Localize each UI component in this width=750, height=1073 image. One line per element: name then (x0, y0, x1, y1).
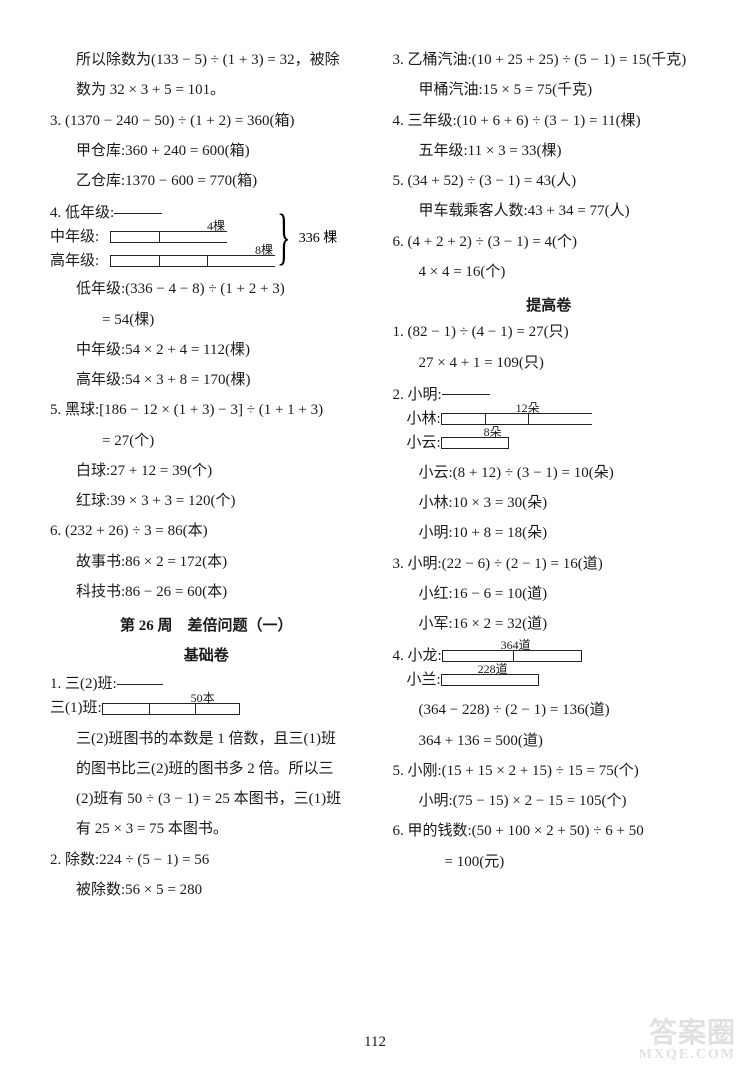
bar-segment: 364道 (442, 650, 582, 662)
diagram-row: 三(1)班: 50本 (50, 697, 363, 721)
section-heading: 提高卷 (393, 296, 706, 316)
diagram-label: 1. 三(2)班: (50, 673, 117, 696)
text-line: 6. (4 + 2 + 2) ÷ (3 − 1) = 4(个) (393, 232, 706, 252)
bar-segment (117, 684, 163, 685)
text-line: 五年级:11 × 3 = 33(棵) (393, 141, 706, 161)
text-line: (2)班有 50 ÷ (3 − 1) = 25 本图书，三(1)班 (50, 789, 363, 809)
diagram-label: 小兰: (407, 669, 441, 692)
diagram-label: 4. 小龙: (393, 645, 442, 668)
text-line: 红球:39 × 3 + 3 = 120(个) (50, 491, 363, 511)
text-line: = 54(棵) (50, 310, 363, 330)
columns: 所以除数为(133 − 5) ÷ (1 + 3) = 32，被除 数为 32 ×… (50, 50, 705, 1005)
brace-label: 336 棵 (299, 227, 338, 247)
text-line: 高年级:54 × 3 + 8 = 170(棵) (50, 370, 363, 390)
bar-value-label: 228道 (478, 660, 508, 678)
text-line: 小明:10 + 8 = 18(朵) (393, 523, 706, 543)
text-line: 白球:27 + 12 = 39(个) (50, 461, 363, 481)
page-number: 112 (0, 1034, 750, 1051)
diagram-label: 小林: (407, 408, 441, 431)
text-line: 小红:16 − 6 = 10(道) (393, 584, 706, 604)
bar-segment (110, 231, 206, 243)
bar-value-label: 8棵 (255, 241, 273, 259)
text-line: 4. 三年级:(10 + 6 + 6) ÷ (3 − 1) = 11(棵) (393, 111, 706, 131)
bar-segment (114, 213, 162, 214)
text-line: 所以除数为(133 − 5) ÷ (1 + 3) = 32，被除 (50, 50, 363, 70)
text-line: 中年级:54 × 2 + 4 = 112(棵) (50, 340, 363, 360)
text-line: 1. (82 − 1) ÷ (4 − 1) = 27(只) (393, 322, 706, 342)
bar-extension: 8棵 (253, 255, 275, 267)
diagram-label: 2. 小明: (393, 384, 442, 407)
text-line: 小林:10 × 3 = 30(朵) (393, 493, 706, 513)
text-line: 小军:16 × 2 = 32(道) (393, 614, 706, 634)
text-line: 3. 乙桶汽油:(10 + 25 + 25) ÷ (5 − 1) = 15(千克… (393, 50, 706, 70)
bar-segment: 12朵 (441, 413, 571, 425)
bar-value-label: 4棵 (207, 217, 225, 235)
diagram-row: 小云: 8朵 (393, 431, 706, 455)
bar-segment: 50本 (102, 703, 240, 715)
text-line: 5. (34 + 52) ÷ (3 − 1) = 43(人) (393, 171, 706, 191)
text-line: 甲桶汽油:15 × 5 = 75(千克) (393, 80, 706, 100)
text-line: 6. (232 + 26) ÷ 3 = 86(本) (50, 521, 363, 541)
bar-extension: 4棵 (205, 231, 227, 243)
text-line: 的图书比三(2)班的图书多 2 倍。所以三 (50, 759, 363, 779)
text-line: 科技书:86 − 26 = 60(本) (50, 582, 363, 602)
bar-segment (110, 255, 254, 267)
text-line: 4 × 4 = 16(个) (393, 262, 706, 282)
diagram-label: 小云: (407, 432, 441, 455)
page: 所以除数为(133 − 5) ÷ (1 + 3) = 32，被除 数为 32 ×… (0, 0, 750, 1073)
brace-icon: } (277, 219, 290, 256)
text-line: 2. 除数:224 ÷ (5 − 1) = 56 (50, 850, 363, 870)
right-column: 3. 乙桶汽油:(10 + 25 + 25) ÷ (5 − 1) = 15(千克… (393, 50, 706, 1005)
bar-value-label: 12朵 (516, 399, 540, 417)
text-line: 数为 32 × 3 + 5 = 101。 (50, 80, 363, 100)
bar-value-label: 50本 (191, 689, 215, 707)
text-line: 被除数:56 × 5 = 280 (50, 880, 363, 900)
text-line: = 100(元) (393, 852, 706, 872)
text-line: 乙仓库:1370 − 600 = 770(箱) (50, 171, 363, 191)
text-line: 故事书:86 × 2 = 172(本) (50, 552, 363, 572)
left-column: 所以除数为(133 − 5) ÷ (1 + 3) = 32，被除 数为 32 ×… (50, 50, 363, 1005)
diagram-label: 三(1)班: (50, 697, 102, 720)
diagram-label: 中年级: (50, 226, 110, 249)
diagram-row: 小林: 12朵 (393, 407, 706, 431)
text-line: = 27(个) (50, 431, 363, 451)
text-line: 小明:(75 − 15) × 2 − 15 = 105(个) (393, 791, 706, 811)
text-line: 5. 小刚:(15 + 15 × 2 + 15) ÷ 15 = 75(个) (393, 761, 706, 781)
diagram-row: 小兰: 228道 (393, 668, 706, 692)
diagram-problem-4: 4. 低年级: 中年级: 4棵 高年级: (50, 201, 363, 273)
section-heading: 基础卷 (50, 646, 363, 666)
bar-value-label: 8朵 (484, 423, 502, 441)
text-line: 5. 黑球:[186 − 12 × (1 + 3) − 3] ÷ (1 + 1 … (50, 400, 363, 420)
text-line: 有 25 × 3 = 75 本图书。 (50, 819, 363, 839)
text-line: 3. 小明:(22 − 6) ÷ (2 − 1) = 16(道) (393, 554, 706, 574)
diagram-row: 2. 小明: (393, 383, 706, 407)
diagram-label: 4. 低年级: (50, 202, 114, 225)
bar-segment: 8朵 (441, 437, 509, 449)
text-line: 3. (1370 − 240 − 50) ÷ (1 + 2) = 360(箱) (50, 111, 363, 131)
diagram-row: 4. 小龙: 364道 (393, 644, 706, 668)
text-line: 6. 甲的钱数:(50 + 100 × 2 + 50) ÷ 6 + 50 (393, 821, 706, 841)
section-heading: 第 26 周 差倍问题（一） (50, 616, 363, 636)
text-line: 27 × 4 + 1 = 109(只) (393, 353, 706, 373)
text-line: (364 − 228) ÷ (2 − 1) = 136(道) (393, 700, 706, 720)
text-line: 小云:(8 + 12) ÷ (3 − 1) = 10(朵) (393, 463, 706, 483)
text-line: 甲车载乘客人数:43 + 34 = 77(人) (393, 201, 706, 221)
bar-extension (570, 413, 592, 425)
bar-value-label: 364道 (501, 636, 531, 654)
text-line: 364 + 136 = 500(道) (393, 731, 706, 751)
text-line: 低年级:(336 − 4 − 8) ÷ (1 + 2 + 3) (50, 279, 363, 299)
text-line: 甲仓库:360 + 240 = 600(箱) (50, 141, 363, 161)
diagram-label: 高年级: (50, 250, 110, 273)
text-line: 三(2)班图书的本数是 1 倍数，且三(1)班 (50, 729, 363, 749)
bar-segment (442, 394, 490, 395)
bar-segment: 228道 (441, 674, 539, 686)
